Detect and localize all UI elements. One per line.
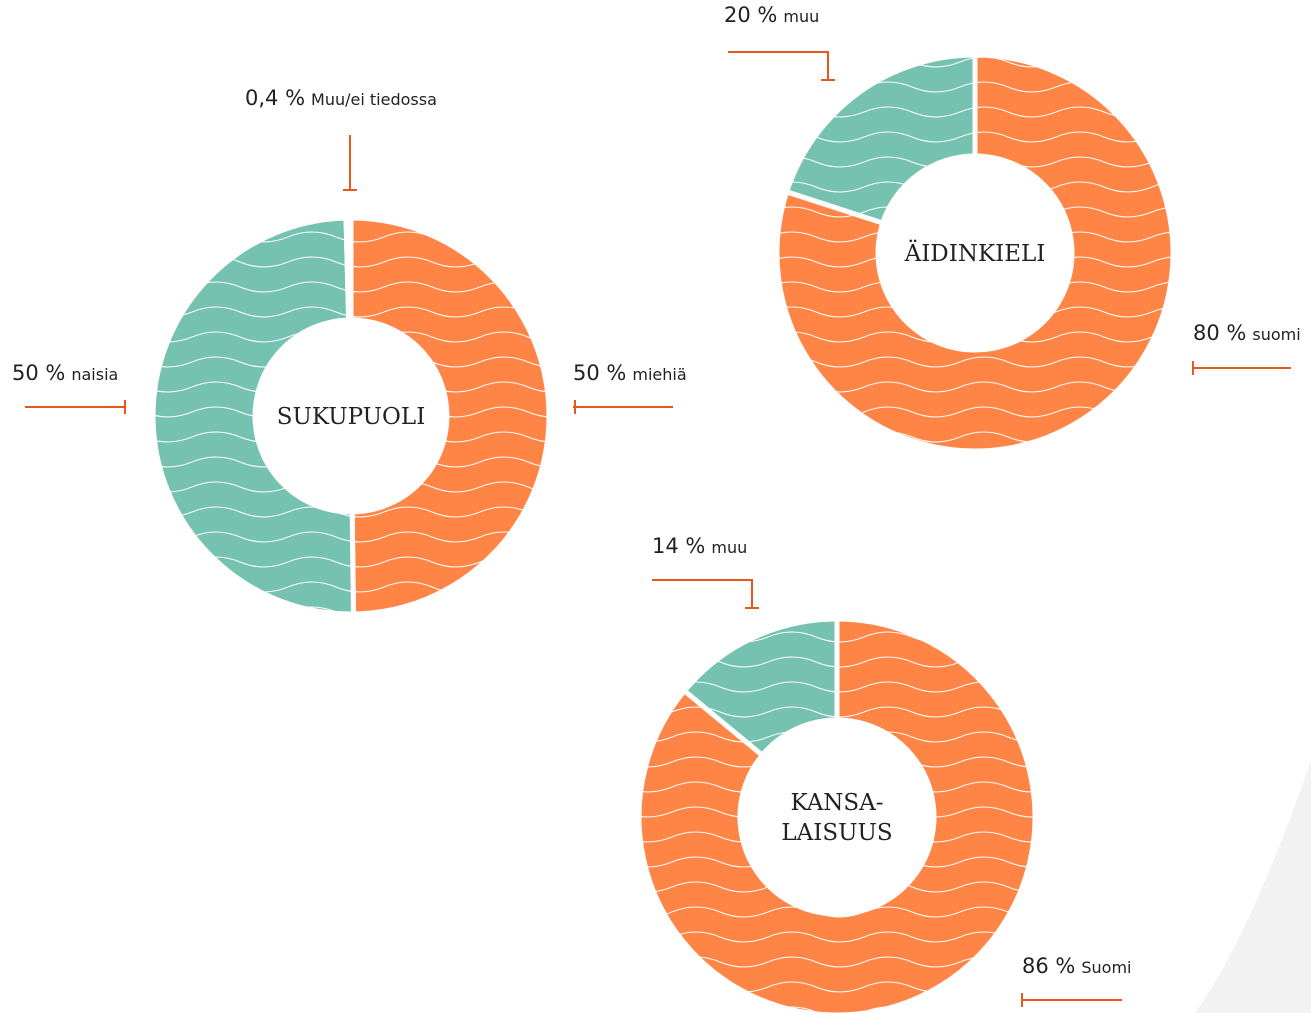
value-label: 50 % bbox=[573, 361, 626, 385]
donut-segment bbox=[150, 215, 356, 617]
donut-segment bbox=[784, 52, 978, 226]
background-shape bbox=[1195, 760, 1311, 1013]
leader-line bbox=[1021, 993, 1122, 1007]
segment-label: 0,4 % Muu/ei tiedossa bbox=[245, 86, 437, 110]
value-label: 14 % bbox=[652, 534, 705, 558]
value-label: 20 % bbox=[724, 3, 777, 27]
segment-label: 20 % muu bbox=[724, 3, 819, 27]
leader-line bbox=[728, 51, 835, 81]
donut-segment bbox=[343, 215, 354, 323]
category-label: Suomi bbox=[1081, 958, 1131, 977]
leader-line bbox=[25, 400, 126, 414]
category-label: miehiä bbox=[632, 365, 686, 384]
donut-segment bbox=[348, 215, 552, 617]
donut-segment bbox=[681, 616, 840, 758]
segment-label: 86 % Suomi bbox=[1022, 954, 1131, 978]
value-label: 80 % bbox=[1193, 321, 1246, 345]
leader-line bbox=[1192, 361, 1291, 375]
segment-label: 50 % naisia bbox=[12, 361, 118, 385]
category-label: suomi bbox=[1252, 325, 1300, 344]
leader-line bbox=[652, 579, 759, 609]
leader-line bbox=[343, 135, 357, 191]
center-title: KANSA- bbox=[790, 790, 883, 816]
category-label: naisia bbox=[71, 365, 118, 384]
category-label: muu bbox=[783, 7, 819, 26]
center-title: ÄIDINKIELI bbox=[904, 240, 1046, 267]
center-title: LAISUUS bbox=[781, 820, 892, 846]
segment-label: 50 % miehiä bbox=[573, 361, 687, 385]
donut-segment bbox=[636, 616, 1038, 1013]
segment-label: 80 % suomi bbox=[1193, 321, 1301, 345]
leader-line bbox=[573, 400, 673, 414]
value-label: 86 % bbox=[1022, 954, 1075, 978]
value-label: 0,4 % bbox=[245, 86, 305, 110]
value-label: 50 % bbox=[12, 361, 65, 385]
category-label: muu bbox=[711, 538, 747, 557]
category-label: Muu/ei tiedossa bbox=[311, 90, 437, 109]
segment-label: 14 % muu bbox=[652, 534, 747, 558]
center-title: SUKUPUOLI bbox=[277, 404, 426, 430]
donut-segment bbox=[774, 52, 1176, 454]
